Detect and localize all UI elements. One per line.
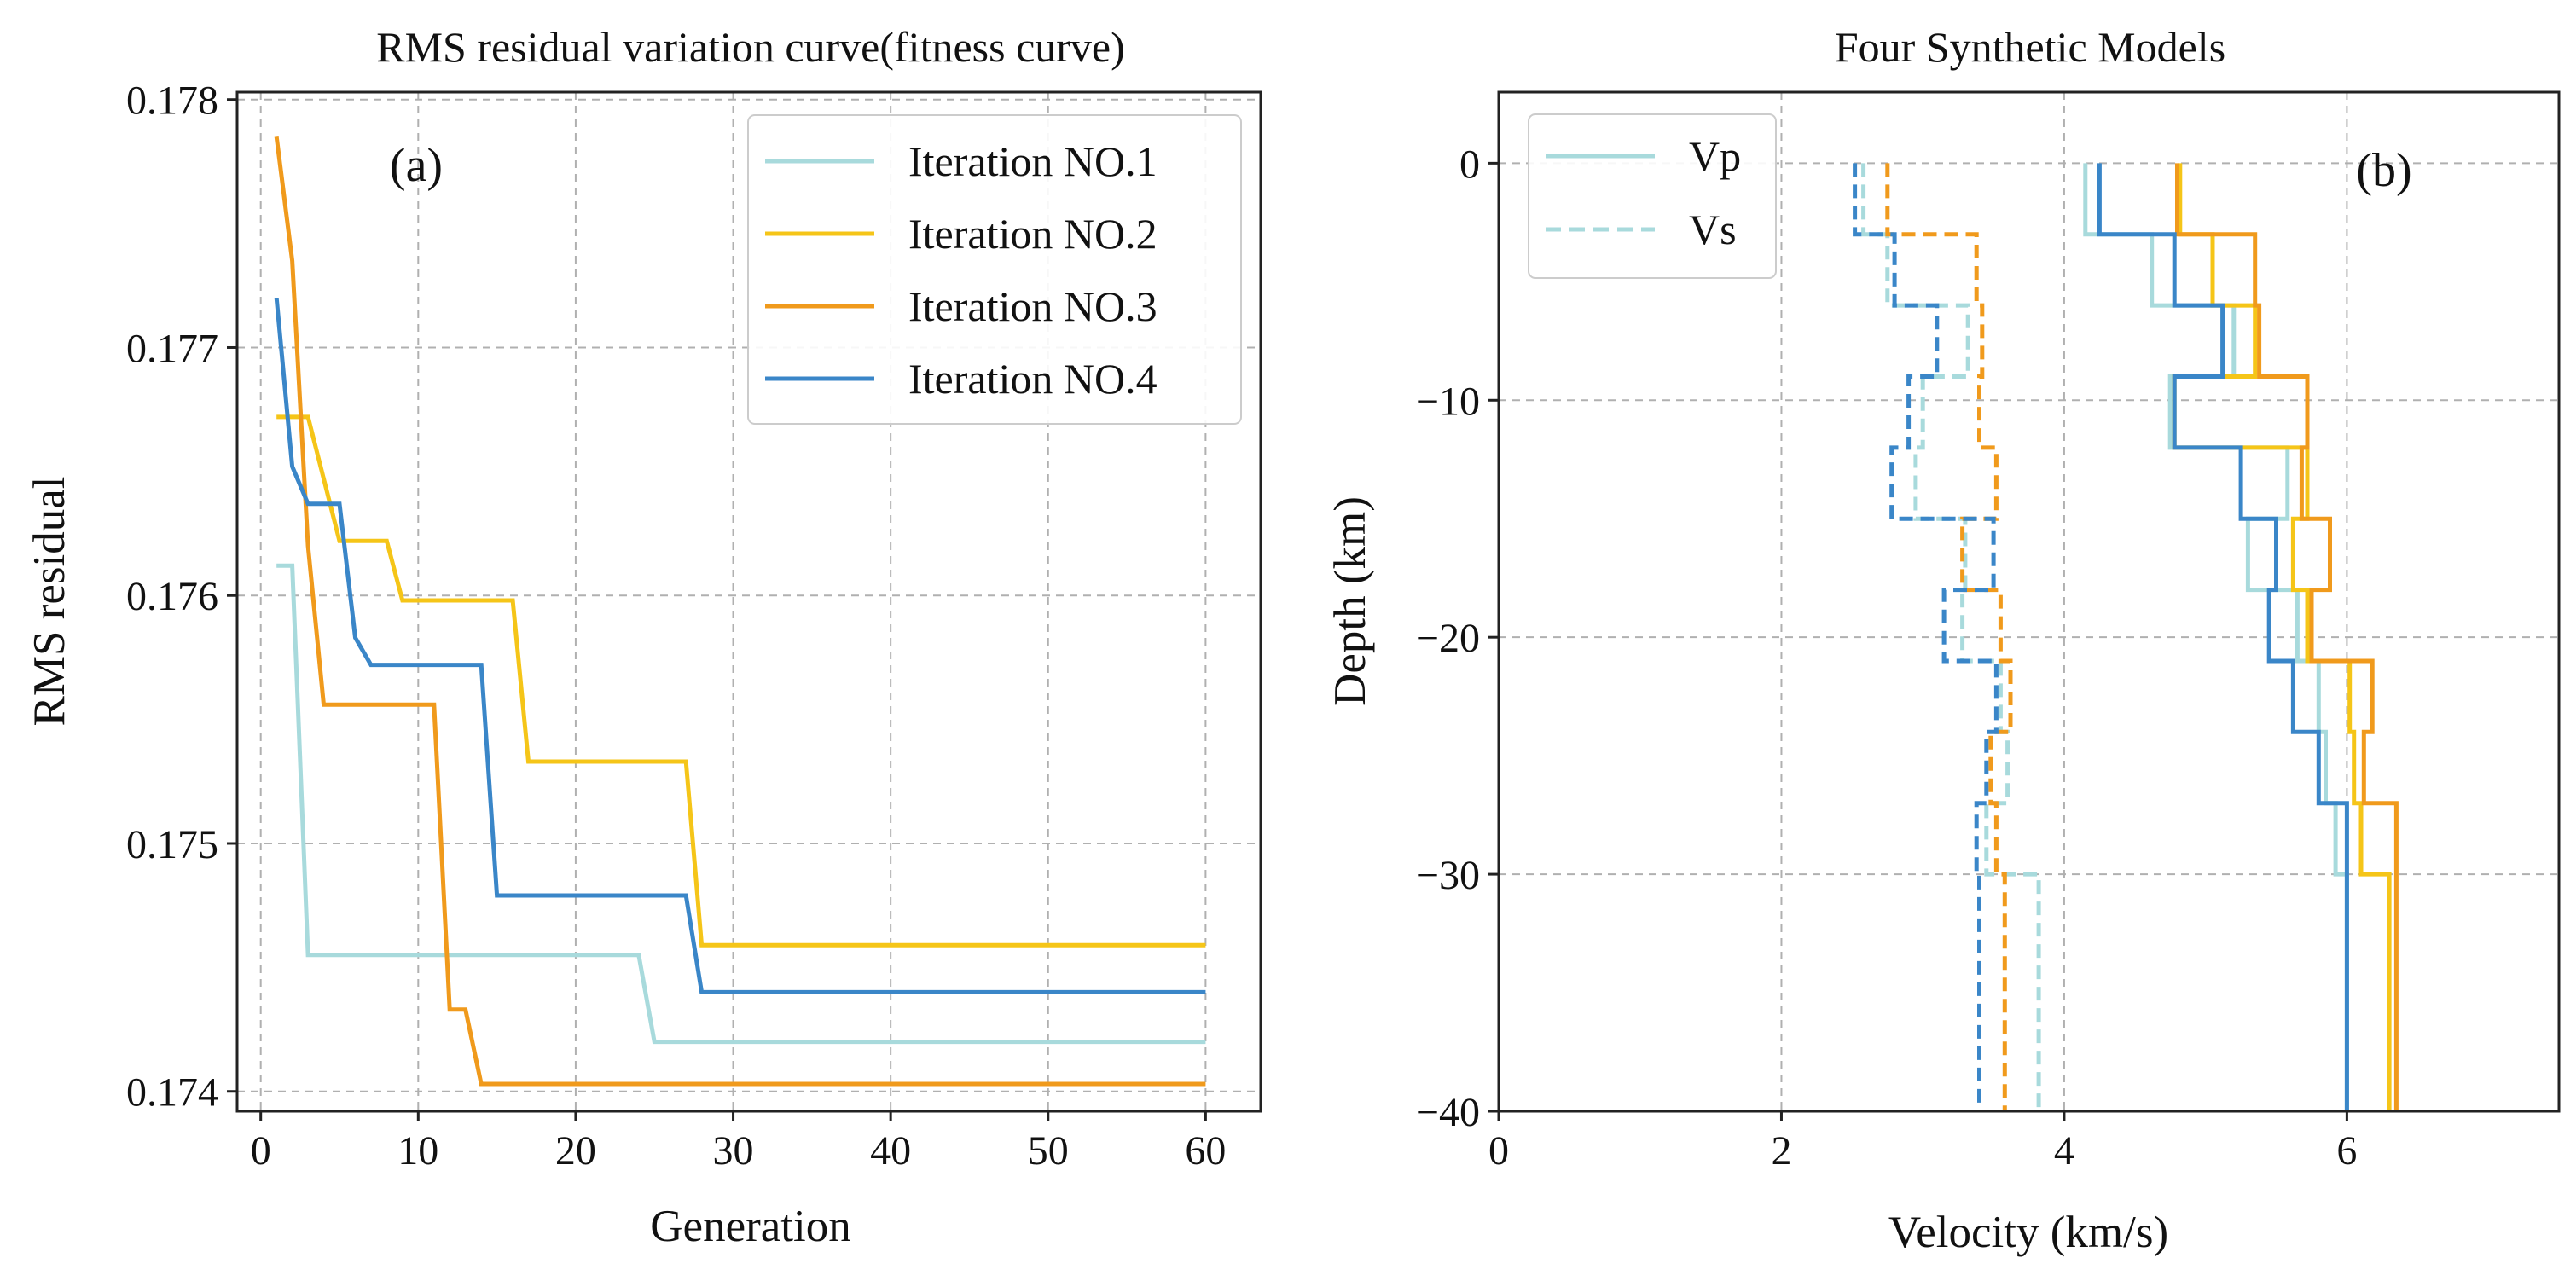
- chart-b-xlabel: Velocity (km/s): [1888, 1208, 2168, 1257]
- x-tick-label-10: 10: [397, 1128, 438, 1174]
- series-line-iteration-no-2: [276, 414, 1206, 948]
- chart-b-plot-area: [1497, 90, 2561, 1113]
- x-tick-label-30: 30: [713, 1128, 754, 1174]
- y-tick-label-3: 0.177: [126, 326, 218, 371]
- chart-a-y-ticks: 0.174 0.175 0.176 0.177 0.178: [126, 78, 237, 1116]
- vs-profile-iteration-no-4: [1853, 163, 1999, 1111]
- y-tick-label-1: 0.175: [126, 822, 218, 867]
- b-x-tick-label-2: 2: [1771, 1128, 1791, 1174]
- legend-label-iteration-4: Iteration NO.4: [908, 355, 1157, 403]
- panel-a: RMS residual variation curve(fitness cur…: [25, 23, 1262, 1251]
- b-y-tick-label-1: −10: [1416, 379, 1480, 424]
- panel-b: Four Synthetic Models 0 2 4 6 0 −10 −20 −30 −40…: [1326, 23, 2561, 1257]
- chart-a-plot-area: [235, 90, 1262, 1113]
- chart-a-legend: Iteration NO.1 Iteration NO.2 Iteration …: [747, 114, 1242, 425]
- legend-label-vs: Vs: [1689, 206, 1737, 253]
- series-line-iteration-no-3: [274, 136, 1206, 1087]
- chart-b-panel-label: (b): [2356, 144, 2411, 197]
- vp-profile-iteration-no-2: [2172, 163, 2392, 1111]
- x-tick-label-40: 40: [870, 1128, 911, 1174]
- vs-profile-iteration-no-3: [1885, 163, 2013, 1111]
- x-tick-label-0: 0: [251, 1128, 271, 1174]
- chart-a-legend-box: [747, 114, 1242, 425]
- chart-a-series: [274, 136, 1206, 1087]
- b-y-tick-label-4: −40: [1416, 1090, 1480, 1135]
- legend-label-vp: Vp: [1689, 132, 1741, 180]
- chart-a-title: RMS residual variation curve(fitness cur…: [376, 23, 1125, 71]
- x-tick-label-20: 20: [555, 1128, 596, 1174]
- legend-label-iteration-3: Iteration NO.3: [908, 282, 1157, 330]
- b-x-tick-label-4: 4: [2054, 1128, 2074, 1174]
- chart-b-x-ticks: 0 2 4 6: [1488, 1111, 2357, 1174]
- b-x-tick-label-0: 0: [1488, 1128, 1509, 1174]
- x-tick-label-60: 60: [1185, 1128, 1226, 1174]
- chart-b-series: [1853, 163, 2399, 1111]
- legend-label-iteration-1: Iteration NO.1: [908, 137, 1157, 185]
- chart-b-ylabel: Depth (km): [1326, 496, 1375, 706]
- legend-label-iteration-2: Iteration NO.2: [908, 210, 1157, 258]
- b-y-tick-label-3: −30: [1416, 853, 1480, 898]
- chart-a-ylabel: RMS residual: [25, 477, 74, 727]
- chart-b-legend: Vp Vs: [1528, 113, 1777, 279]
- chart-a-xlabel: Generation: [650, 1202, 850, 1251]
- x-tick-label-50: 50: [1028, 1128, 1069, 1174]
- vp-profile-iteration-no-4: [2097, 163, 2349, 1111]
- y-tick-label-2: 0.176: [126, 574, 218, 619]
- series-line-iteration-no-4: [274, 298, 1206, 994]
- series-line-iteration-no-1: [276, 563, 1206, 1045]
- chart-b-y-ticks: 0 −10 −20 −30 −40: [1416, 142, 1499, 1135]
- y-tick-label-4: 0.178: [126, 78, 218, 124]
- vp-profile-iteration-no-3: [2175, 163, 2399, 1111]
- chart-a-x-ticks: 0 10 20 30 40 50 60: [251, 1111, 1226, 1174]
- b-y-tick-label-2: −20: [1416, 616, 1480, 661]
- y-tick-label-0: 0.174: [126, 1070, 218, 1116]
- b-x-tick-label-6: 6: [2336, 1128, 2357, 1174]
- chart-b-title: Four Synthetic Models: [1835, 23, 2225, 71]
- b-y-tick-label-0: 0: [1459, 142, 1480, 187]
- chart-a-panel-label: (a): [390, 139, 443, 192]
